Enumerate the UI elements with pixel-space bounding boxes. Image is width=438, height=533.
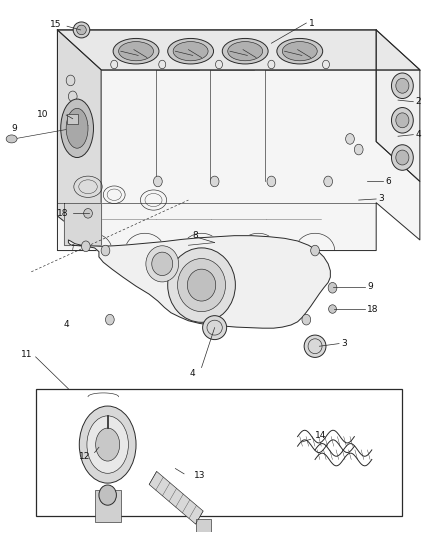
Circle shape [210, 176, 219, 187]
Circle shape [66, 75, 75, 86]
Ellipse shape [168, 38, 214, 64]
Ellipse shape [228, 42, 263, 61]
Bar [95, 490, 121, 522]
Text: 15: 15 [50, 20, 62, 29]
Ellipse shape [173, 42, 208, 61]
Bar [35, 389, 403, 516]
Polygon shape [64, 203, 101, 245]
Ellipse shape [99, 485, 117, 505]
Ellipse shape [61, 99, 93, 158]
Ellipse shape [396, 78, 409, 93]
Text: 8: 8 [192, 231, 198, 240]
Ellipse shape [283, 42, 317, 61]
Circle shape [324, 176, 332, 187]
Ellipse shape [396, 113, 409, 128]
Text: 9: 9 [11, 124, 17, 133]
Text: 12: 12 [79, 452, 90, 461]
Text: 4: 4 [64, 320, 69, 329]
Text: 3: 3 [378, 195, 384, 204]
Ellipse shape [146, 246, 179, 282]
Ellipse shape [87, 416, 128, 473]
Text: 18: 18 [57, 209, 68, 218]
Polygon shape [57, 30, 420, 70]
Polygon shape [57, 30, 101, 251]
Ellipse shape [277, 38, 323, 64]
Ellipse shape [79, 406, 136, 483]
Text: 2: 2 [416, 97, 421, 106]
Text: 11: 11 [21, 350, 32, 359]
Circle shape [311, 245, 319, 256]
Ellipse shape [222, 38, 268, 64]
Ellipse shape [396, 150, 409, 165]
Ellipse shape [84, 208, 92, 218]
Circle shape [81, 241, 90, 252]
Ellipse shape [119, 42, 153, 61]
Ellipse shape [77, 25, 86, 35]
Ellipse shape [187, 269, 216, 301]
Polygon shape [57, 30, 420, 251]
Ellipse shape [168, 248, 235, 322]
Ellipse shape [66, 108, 88, 148]
Circle shape [153, 176, 162, 187]
Text: 14: 14 [315, 431, 326, 440]
Ellipse shape [328, 282, 337, 293]
Ellipse shape [95, 428, 120, 461]
Ellipse shape [177, 259, 226, 312]
Bar [67, 115, 78, 124]
Text: 13: 13 [194, 471, 205, 480]
Ellipse shape [73, 22, 90, 38]
Ellipse shape [304, 335, 326, 358]
Polygon shape [68, 236, 330, 328]
Circle shape [68, 91, 77, 102]
Ellipse shape [392, 145, 413, 170]
Text: 4: 4 [416, 130, 421, 139]
Text: 1: 1 [308, 19, 314, 28]
Polygon shape [149, 471, 203, 524]
Text: 6: 6 [385, 177, 391, 186]
Polygon shape [376, 30, 420, 181]
Ellipse shape [203, 316, 226, 340]
Bar [196, 519, 211, 533]
Circle shape [101, 245, 110, 256]
Circle shape [106, 314, 114, 325]
Text: 3: 3 [341, 339, 347, 348]
Ellipse shape [328, 305, 336, 313]
Circle shape [346, 134, 354, 144]
Ellipse shape [152, 252, 173, 276]
Text: 18: 18 [367, 304, 379, 313]
Ellipse shape [6, 135, 17, 143]
Ellipse shape [392, 73, 413, 99]
Text: 10: 10 [37, 110, 49, 119]
Ellipse shape [113, 38, 159, 64]
Circle shape [302, 314, 311, 325]
Text: 9: 9 [367, 282, 373, 291]
Circle shape [354, 144, 363, 155]
Ellipse shape [392, 108, 413, 133]
Text: 4: 4 [190, 369, 196, 378]
Circle shape [267, 176, 276, 187]
